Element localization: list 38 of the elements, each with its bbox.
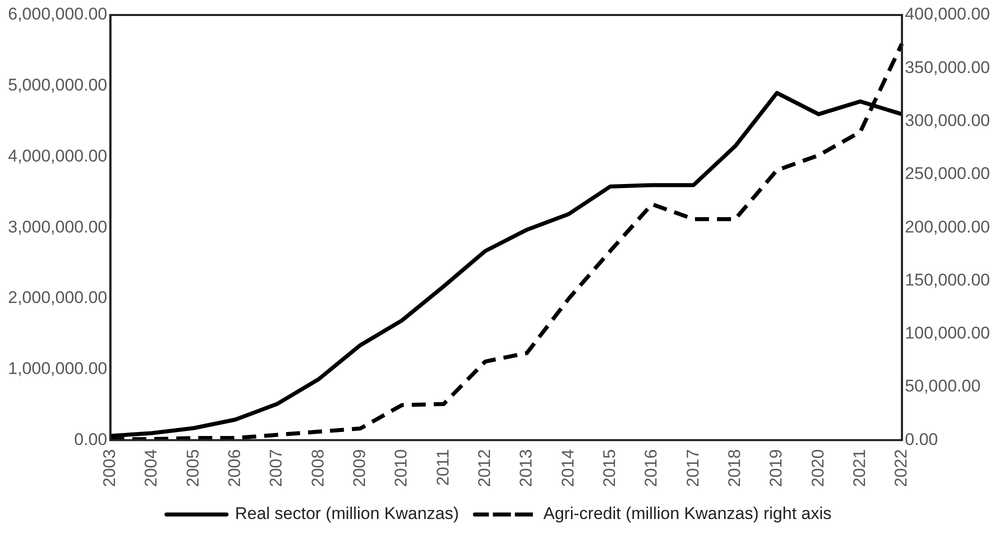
x-tick-label: 2007 (266, 449, 286, 488)
x-tick-label: 2008 (308, 449, 328, 488)
y2-tick-label: 0.00 (904, 430, 938, 449)
x-tick-label: 2020 (808, 449, 828, 488)
x-tick-label: 2016 (642, 449, 661, 488)
y-tick-label: 3,000,000.00 (8, 217, 108, 236)
x-tick-label: 2018 (724, 449, 744, 488)
y2-tick-label: 150,000.00 (904, 270, 990, 290)
y2-tick-label: 100,000.00 (904, 324, 990, 343)
legend-label: Agri-credit (million Kwanzas) right axis (543, 504, 832, 524)
y-tick-label: 6,000,000.00 (8, 4, 108, 24)
y2-tick-label: 250,000.00 (904, 164, 990, 184)
legend-label: Real sector (million Kwanzas) (234, 504, 459, 524)
x-tick-label: 2010 (392, 449, 411, 488)
y-tick-label: 5,000,000.00 (8, 76, 108, 95)
y2-tick-label: 300,000.00 (904, 110, 990, 130)
y2-tick-label: 400,000.00 (904, 4, 990, 24)
x-tick-label: 2014 (558, 449, 578, 488)
x-tick-label: 2013 (516, 449, 536, 488)
x-tick-label: 2011 (433, 449, 452, 486)
y-tick-label: 1,000,000.00 (8, 359, 108, 378)
x-tick-label: 2006 (224, 449, 244, 488)
x-tick-label: 2019 (766, 449, 786, 488)
x-tick-label: 2015 (600, 449, 619, 488)
x-tick-label: 2005 (183, 449, 202, 488)
y2-tick-label: 200,000.00 (904, 217, 990, 236)
x-tick-label: 2012 (474, 449, 494, 488)
y-tick-label: 2,000,000.00 (8, 288, 108, 308)
x-tick-label: 2004 (142, 449, 161, 488)
x-tick-label: 2021 (850, 449, 869, 488)
x-tick-label: 2009 (350, 449, 369, 488)
y-tick-label: 4,000,000.00 (8, 146, 108, 166)
y2-tick-label: 350,000.00 (904, 58, 990, 77)
x-tick-label: 2003 (100, 449, 119, 488)
x-tick-label: 2017 (683, 449, 702, 488)
x-tick-label: 2022 (892, 449, 911, 488)
y-tick-label: 0.00 (74, 430, 108, 449)
y2-tick-label: 50,000.00 (904, 376, 981, 396)
